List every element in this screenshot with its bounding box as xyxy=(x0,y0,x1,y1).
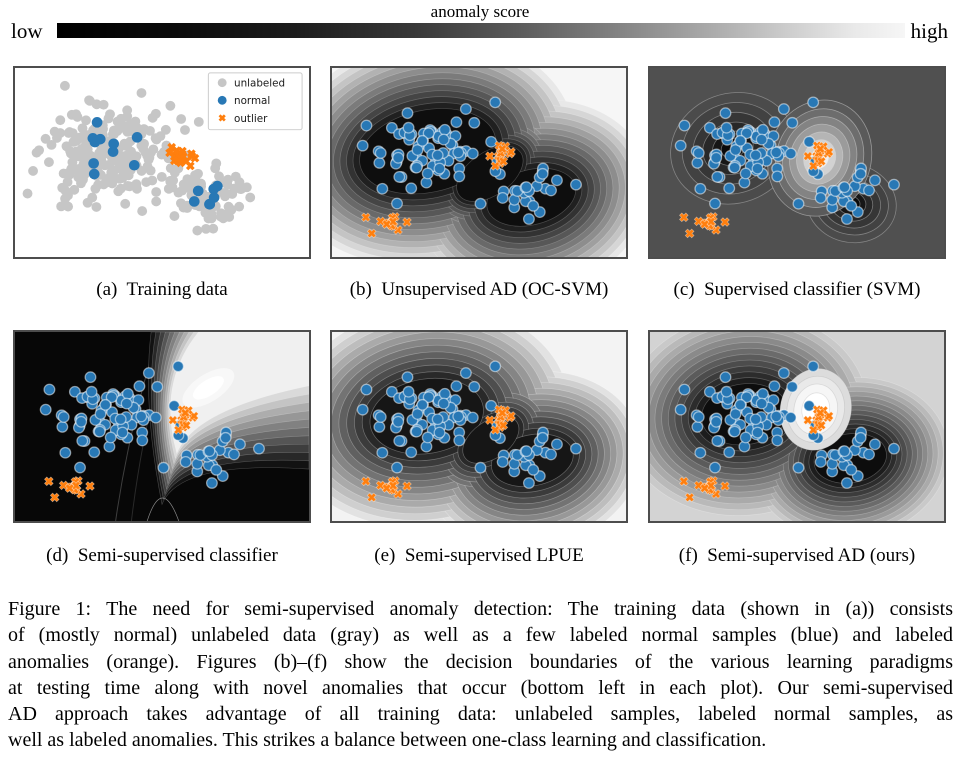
scatter-outlier xyxy=(693,212,721,235)
panel-a-plot: unlabeled normal outlier xyxy=(15,68,309,257)
scatter-outlier xyxy=(803,404,834,435)
panel-caption-e: (e) Semi-supervised LPUE xyxy=(374,545,584,566)
panel-caption-f: (f) Semi-supervised AD (ours) xyxy=(678,545,916,566)
panel-e-plot xyxy=(332,332,626,521)
scatter-outlier xyxy=(693,476,721,499)
figure-caption-line: anomalies (orange). Figures (b)–(f) show… xyxy=(8,650,953,673)
scatter-normal xyxy=(674,96,822,210)
scatter-unlabeled xyxy=(161,114,256,236)
panel-e xyxy=(330,330,628,523)
scatter-outlier xyxy=(678,476,730,503)
legend-label: unlabeled xyxy=(234,78,285,90)
panel-caption-c: (c) Supervised classifier (SVM) xyxy=(673,279,921,300)
scatter-normal xyxy=(356,96,504,210)
legend-item-unlabeled: unlabeled xyxy=(217,78,285,90)
scatter-outlier xyxy=(360,476,412,503)
scatter-outlier xyxy=(58,476,86,499)
panel-d-plot xyxy=(15,332,309,521)
scatter-normal xyxy=(792,426,900,489)
figure-caption-line: of (mostly normal) unlabeled data (gray)… xyxy=(8,624,953,647)
colorbar-title: anomaly score xyxy=(430,2,530,21)
scatter-normal xyxy=(87,117,143,180)
scatter-normal xyxy=(188,180,223,210)
panel-caption-d: (d) Semi-supervised classifier xyxy=(46,545,278,566)
scatter-outlier xyxy=(485,140,516,171)
panel-b-plot xyxy=(332,68,626,257)
scatter-normal xyxy=(674,360,822,474)
scatter-outlier xyxy=(485,404,516,435)
scatter-outlier xyxy=(168,404,199,435)
scatter-normal xyxy=(356,360,504,474)
legend-label: outlier xyxy=(234,113,268,125)
panel-d xyxy=(13,330,311,523)
legend: unlabeled normal outlier xyxy=(207,72,303,131)
panel-caption-b: (b) Unsupervised AD (OC-SVM) xyxy=(349,279,609,300)
scatter-outlier xyxy=(803,140,834,171)
colorbar-low-label: low xyxy=(11,19,43,43)
scatter-outlier xyxy=(375,476,403,499)
panel-a: unlabeled normal outlier xyxy=(13,66,311,259)
scatter-normal xyxy=(792,162,900,225)
scatter-outlier xyxy=(360,212,412,239)
figure-caption: Figure 1: The need for semi-supervised a… xyxy=(8,596,953,754)
scatter-normal xyxy=(474,162,582,225)
panel-c-plot xyxy=(650,68,944,257)
scatter-outlier xyxy=(43,476,95,503)
colorbar-gradient xyxy=(57,23,905,38)
figure-caption-line: at testing time along with novel anomali… xyxy=(8,676,953,699)
scatter-normal xyxy=(157,426,265,489)
figure-caption-line: AD approach takes advantage of all train… xyxy=(8,703,953,726)
scatter-outlier xyxy=(678,212,730,239)
legend-item-normal: normal xyxy=(217,95,270,107)
scatter-outlier xyxy=(375,212,403,235)
scatter-normal xyxy=(39,360,187,474)
colorbar-high-label: high xyxy=(910,19,948,43)
scatter-normal xyxy=(474,426,582,489)
scatter-outlier xyxy=(165,142,200,171)
panel-c xyxy=(648,66,946,259)
legend-label: normal xyxy=(234,95,270,107)
figure-caption-line: well as labeled anomalies. This strikes … xyxy=(8,729,767,752)
panel-f-plot xyxy=(650,332,944,521)
figure-caption-line: Figure 1: The need for semi-supervised a… xyxy=(8,598,953,620)
panel-f xyxy=(648,330,946,523)
legend-item-outlier: outlier xyxy=(218,113,268,125)
panel-b xyxy=(330,66,628,259)
panel-caption-a: (a) Training data xyxy=(96,279,228,300)
